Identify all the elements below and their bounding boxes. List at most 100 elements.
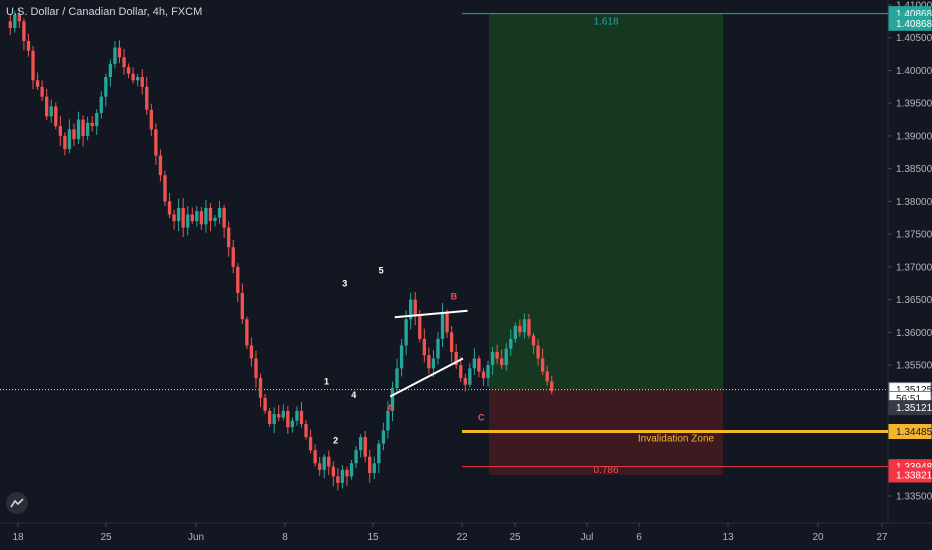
candle-body — [54, 106, 58, 127]
date-tick-label: 15 — [367, 532, 379, 543]
candle-body — [468, 368, 472, 385]
candle-body — [195, 211, 199, 222]
candle-body — [372, 463, 376, 474]
candle-body — [249, 345, 254, 359]
candle-body — [550, 381, 554, 392]
candle-body — [431, 358, 436, 369]
candle-body — [313, 450, 317, 464]
candle-body — [263, 397, 267, 411]
channel-upper-line — [394, 309, 468, 319]
candle-body — [377, 443, 381, 464]
candle-body — [422, 338, 426, 356]
candle-body — [67, 129, 72, 150]
candle-body — [145, 86, 149, 110]
candle-body — [390, 387, 395, 411]
price-tick-label: 1.39000 — [896, 131, 932, 142]
candle-body — [454, 351, 458, 366]
candle-body — [281, 410, 285, 418]
price-tick-label: 1.38500 — [896, 164, 932, 175]
candle-body — [8, 21, 12, 28]
date-tick-label: 27 — [876, 532, 888, 543]
candle-body — [199, 211, 204, 225]
candle-body — [490, 351, 495, 366]
candle-body — [299, 410, 304, 424]
price-marker-label: 1.40868 — [896, 19, 932, 30]
price-marker-label: 1.33821 — [896, 470, 932, 481]
candle-body — [58, 126, 62, 136]
candle-body — [509, 338, 513, 349]
candle-body — [481, 371, 486, 379]
candle-body — [436, 338, 440, 359]
candle-body — [386, 410, 390, 431]
date-tick-label: 8 — [282, 532, 288, 543]
candle-body — [522, 319, 527, 333]
price-marker-label: 56:51 — [896, 394, 921, 405]
price-tick-label: 1.33500 — [896, 492, 932, 503]
candle-body — [227, 227, 231, 248]
candle-body — [427, 355, 431, 369]
price-tick-label: 1.39500 — [896, 99, 932, 110]
date-tick-label: Jul — [581, 532, 594, 543]
candle-body — [545, 371, 549, 382]
price-marker — [888, 467, 932, 483]
date-tick-label: 22 — [456, 532, 468, 543]
candle-body — [22, 21, 26, 42]
candle-body — [240, 293, 244, 320]
price-tick-label: 1.37000 — [896, 262, 932, 273]
price-tick-label: 1.37500 — [896, 230, 932, 241]
candle-body — [222, 207, 226, 228]
candle-body — [277, 414, 281, 418]
candle-body — [217, 207, 222, 218]
candle-body — [500, 358, 504, 366]
candle-body — [418, 315, 422, 339]
candle-body — [149, 109, 153, 130]
candle-body — [399, 345, 404, 369]
candle-body — [236, 266, 240, 294]
price-marker-label: 1.40868 — [896, 9, 932, 20]
candle-body — [45, 96, 49, 117]
price-tick-label: 1.36000 — [896, 328, 932, 339]
candle-body — [404, 319, 408, 346]
price-marker — [888, 15, 932, 31]
wave-label-4: 4 — [351, 390, 356, 400]
candle-body — [26, 41, 31, 51]
date-tick-label: 6 — [636, 532, 642, 543]
candle-body — [49, 106, 53, 117]
channel-lower-line — [389, 357, 464, 398]
date-tick-label: 13 — [722, 532, 734, 543]
stop-fib-label: 0.786 — [593, 465, 618, 476]
candle-body — [108, 63, 113, 78]
candle-body — [104, 77, 108, 97]
candle-body — [90, 122, 94, 127]
candle-body — [518, 325, 522, 333]
candle-body — [531, 335, 536, 346]
date-tick-label: 25 — [100, 532, 112, 543]
candle-body — [76, 119, 81, 140]
candle-body — [167, 201, 172, 215]
candle-body — [158, 155, 163, 176]
candle-body — [336, 476, 340, 483]
candle-body — [154, 129, 158, 156]
candle-body — [113, 47, 117, 64]
candle-body — [122, 57, 126, 68]
candle-body — [204, 207, 208, 225]
candle-body — [176, 207, 181, 222]
candle-body — [295, 410, 299, 421]
price-marker-label: 1.35121 — [896, 403, 932, 414]
candle-body — [536, 345, 540, 359]
candle-body — [140, 77, 144, 87]
candle-body — [358, 437, 363, 451]
price-marker-label: 1.34485 — [896, 427, 932, 438]
candle-body — [117, 47, 122, 58]
tradingview-logo-icon[interactable] — [6, 492, 28, 514]
price-tick-label: 1.40500 — [896, 33, 932, 44]
price-tick-label: 1.40000 — [896, 66, 932, 77]
candle-body — [40, 86, 44, 97]
candle-body — [213, 217, 217, 222]
candle-body — [172, 214, 176, 222]
candle-body — [290, 420, 295, 428]
candle-body — [286, 410, 290, 428]
candle-body — [477, 358, 481, 372]
price-tick-label: 1.41000 — [896, 1, 932, 12]
